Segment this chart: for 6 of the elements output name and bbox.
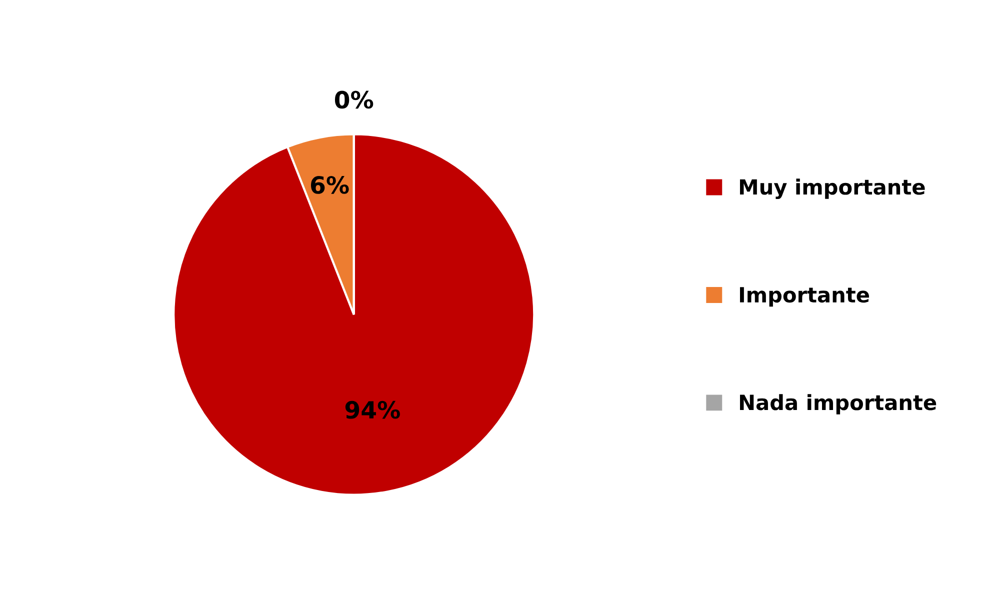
- legend-label: Muy importante: [740, 178, 925, 199]
- data-label: 6%: [310, 176, 349, 194]
- data-label: 94%: [345, 400, 400, 419]
- legend-label: Nada importante: [740, 394, 936, 414]
- legend-label: Importante: [740, 287, 869, 307]
- text: 0%: [334, 90, 374, 109]
